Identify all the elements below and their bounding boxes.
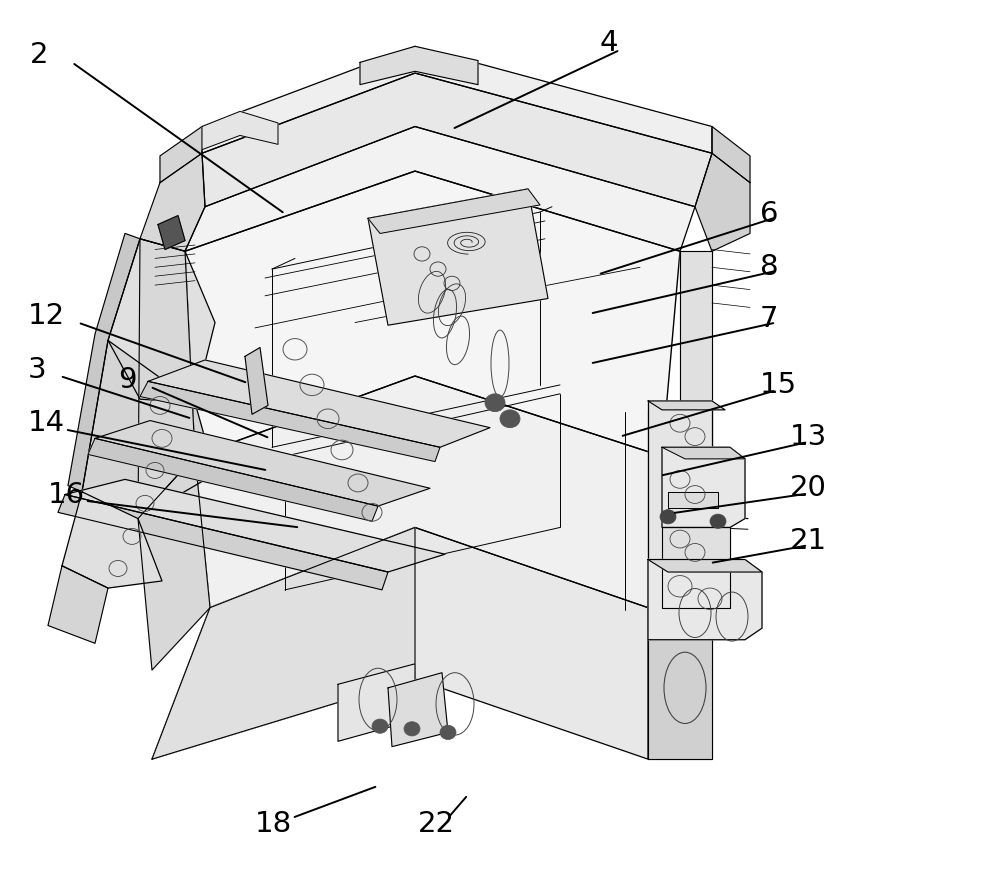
Polygon shape [65,479,445,572]
Circle shape [500,410,520,428]
Polygon shape [160,127,202,183]
Polygon shape [82,340,215,519]
Polygon shape [662,447,745,527]
Polygon shape [152,527,648,759]
Polygon shape [95,421,430,506]
Text: 13: 13 [790,422,827,451]
Polygon shape [648,560,762,572]
Polygon shape [648,608,712,759]
Polygon shape [158,216,185,249]
Polygon shape [668,492,718,508]
Polygon shape [185,127,695,251]
Circle shape [404,722,420,736]
Text: 20: 20 [790,474,827,503]
Polygon shape [662,527,730,608]
Polygon shape [195,376,662,608]
Text: 15: 15 [760,371,797,399]
Polygon shape [140,381,440,462]
Polygon shape [388,673,448,747]
Text: 14: 14 [28,409,65,437]
Polygon shape [680,251,712,456]
Text: 3: 3 [28,356,47,384]
Text: 4: 4 [600,29,618,57]
Polygon shape [360,46,478,85]
Polygon shape [152,527,415,759]
Polygon shape [648,401,725,410]
Text: 2: 2 [30,41,48,69]
Text: 6: 6 [760,200,778,228]
Polygon shape [138,239,195,519]
Polygon shape [202,73,712,207]
Text: 18: 18 [255,810,292,838]
Polygon shape [48,566,108,643]
Text: 7: 7 [760,305,778,333]
Polygon shape [368,189,548,325]
Polygon shape [88,438,378,521]
Polygon shape [108,239,215,403]
Polygon shape [695,153,750,251]
Text: 9: 9 [118,366,136,395]
Text: 22: 22 [418,810,455,838]
Circle shape [485,394,505,412]
Circle shape [372,719,388,733]
Polygon shape [138,456,210,670]
Polygon shape [648,401,712,608]
Polygon shape [662,447,745,459]
Polygon shape [62,492,162,588]
Text: 16: 16 [48,480,85,509]
Polygon shape [245,347,268,414]
Circle shape [710,514,726,528]
Polygon shape [648,560,762,640]
Polygon shape [202,111,278,150]
Polygon shape [58,495,388,590]
Text: 8: 8 [760,253,779,282]
Polygon shape [185,171,680,456]
Polygon shape [202,46,712,153]
Polygon shape [68,233,140,492]
Text: 12: 12 [28,302,65,331]
Polygon shape [712,127,750,183]
Polygon shape [148,360,490,447]
Polygon shape [338,664,415,741]
Text: 21: 21 [790,527,827,555]
Polygon shape [368,189,540,233]
Polygon shape [140,153,205,251]
Circle shape [660,510,676,524]
Circle shape [440,725,456,740]
